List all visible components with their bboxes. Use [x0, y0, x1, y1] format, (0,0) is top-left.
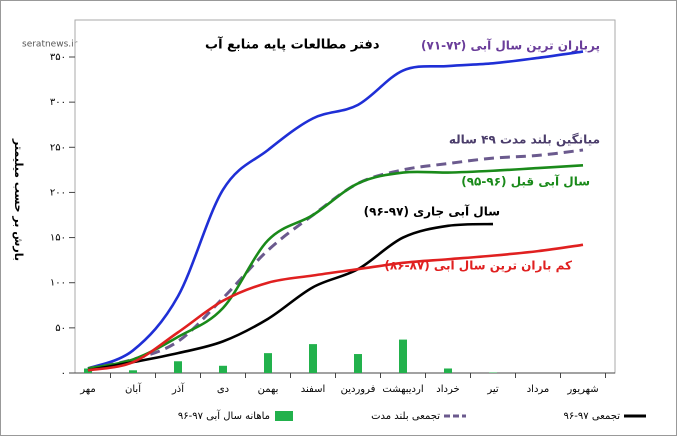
x-tick-label: خرداد — [436, 384, 459, 395]
annotation: میانگین بلند مدت ۴۹ ساله — [449, 133, 600, 147]
series-line — [87, 222, 494, 372]
bar — [444, 368, 452, 373]
annotation: کم باران ترین سال آبی (۸۷-۸۶) — [384, 258, 572, 273]
annotation: سال آبی قبل (۹۶-۹۵) — [461, 174, 590, 189]
x-tick-label: شهریور — [566, 384, 598, 395]
bar — [399, 339, 407, 373]
x-tick-label: بهمن — [258, 384, 279, 395]
bar — [129, 370, 137, 373]
y-tick-label: ۳۰۰ — [50, 97, 66, 108]
x-tick-label: اسفند — [301, 384, 325, 395]
annotation: سال آبی جاری (۹۷-۹۶) — [364, 204, 500, 219]
x-tick-label: مهر — [79, 384, 95, 395]
x-tick-label: اردیبهشت — [382, 384, 423, 395]
x-tick-label: دی — [217, 384, 229, 395]
y-tick-label: ۳۵۰ — [50, 52, 66, 63]
series-line — [87, 164, 584, 370]
y-tick-label: ۵۰ — [55, 323, 66, 334]
bar — [174, 361, 182, 373]
x-tick-label: تیر — [486, 384, 499, 395]
y-tick-label: ۱۰۰ — [50, 278, 66, 289]
legend-label: تجمعی بلند مدت — [371, 411, 440, 422]
x-tick-label: آذر — [171, 382, 185, 395]
x-tick-label: فروردین — [341, 384, 376, 395]
legend-swatch — [275, 411, 293, 421]
bar — [264, 353, 272, 373]
x-tick-label: آبان — [125, 382, 142, 395]
bar — [309, 344, 317, 373]
bar — [354, 354, 362, 373]
y-tick-label: ۲۵۰ — [50, 142, 66, 153]
x-tick-label: مرداد — [527, 384, 550, 395]
annotation: پرباران ترین سال آبی (۷۲-۷۱) — [421, 38, 600, 53]
series-line — [87, 50, 584, 370]
y-tick-label: ۰ — [61, 368, 66, 379]
watermark: seratnews.ir — [22, 40, 78, 50]
y-tick-label: ۲۰۰ — [50, 187, 66, 198]
bar — [84, 368, 92, 373]
y-tick-label: ۱۵۰ — [50, 233, 66, 244]
series-line — [87, 243, 584, 372]
bar — [219, 365, 227, 373]
legend-label: ماهانه سال آبی ۹۷-۹۶ — [178, 409, 270, 422]
legend-label: تجمعی ۹۷-۹۶ — [564, 411, 621, 422]
y-axis-label: بارش بر حسب میلیمتر — [12, 138, 25, 261]
chart-title: دفتر مطالعات پایه منابع آب — [205, 36, 380, 53]
